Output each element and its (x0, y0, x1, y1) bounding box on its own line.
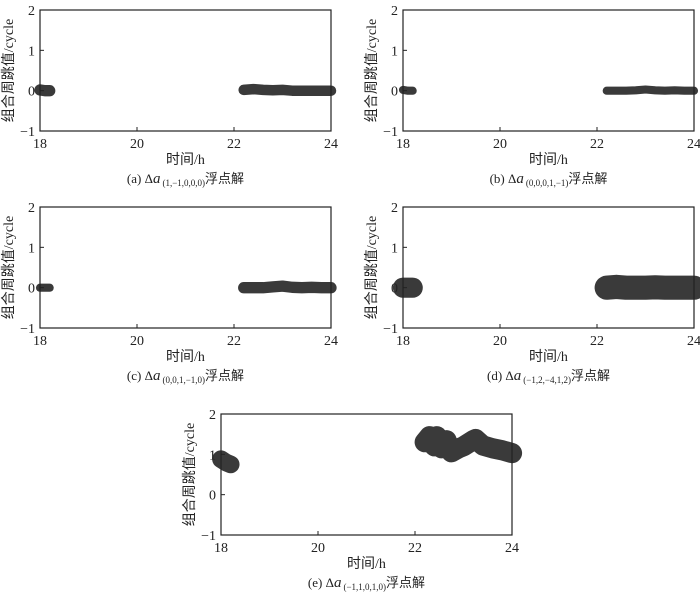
caption-suffix: 浮点解 (568, 171, 607, 186)
y-tick-label: 1 (391, 44, 398, 59)
y-tick-label: 1 (209, 448, 216, 463)
y-tick-label: 2 (28, 201, 35, 216)
caption-prefix: (b) Δ (490, 171, 517, 186)
data-series-segment-2 (594, 274, 700, 300)
x-tick-label: 24 (324, 137, 338, 152)
x-tick-label: 20 (130, 334, 144, 349)
x-tick-label: 20 (493, 137, 507, 152)
panel-a: 18 20 22 24 −1 0 1 2 时间/h 组合周跳值/cycle (a) Δa (1,−1,… (1, 4, 338, 188)
plot-frame (39, 9, 332, 132)
data-series-segment-1 (212, 450, 240, 474)
caption-prefix: (e) Δ (308, 575, 334, 590)
caption-suffix: 浮点解 (205, 368, 244, 383)
panel-c: 18 20 22 24 −1 0 1 2 时间/h 组合周跳值/cycle (c) Δa (0,0,1… (1, 201, 338, 385)
x-tick-label: 22 (408, 541, 422, 556)
caption-subscript: (0,0,1,−1,0) (162, 375, 205, 385)
panel-e: 18 20 22 24 −1 0 1 2 时间/h 组合周跳值/cycle (e) Δa (−1,1,… (182, 408, 523, 592)
caption-subscript: (−1,1,0,1,0) (343, 582, 386, 592)
caption-variable: a (334, 575, 342, 591)
subplot-caption: (a) Δa (1,−1,0,0,0)浮点解 (127, 171, 244, 188)
x-axis-label: 时间/h (529, 349, 568, 365)
x-tick-label: 20 (130, 137, 144, 152)
y-tick-label: 2 (28, 4, 35, 19)
plot-frame (39, 206, 332, 329)
y-tick-label: −1 (20, 125, 35, 140)
x-tick-label: 22 (227, 334, 241, 349)
y-tick-label: 1 (391, 241, 398, 256)
y-axis-label: 组合周跳值/cycle (1, 19, 17, 122)
plot-frame (402, 206, 695, 329)
caption-variable: a (516, 171, 524, 187)
caption-suffix: 浮点解 (571, 368, 610, 383)
caption-variable: a (153, 368, 161, 384)
y-tick-label: −1 (201, 529, 216, 544)
caption-subscript: (0,0,0,1,−1) (526, 178, 569, 188)
x-tick-label: 22 (590, 137, 604, 152)
data-series-segment-2 (602, 85, 699, 95)
panel-b: 18 20 22 24 −1 0 1 2 时间/h 组合周跳值/cycle (b) Δa (0,0,0… (364, 4, 700, 188)
y-tick-label: 2 (209, 408, 216, 423)
y-axis-label: 组合周跳值/cycle (364, 19, 380, 122)
x-tick-label: 20 (493, 334, 507, 349)
plot-frame (402, 9, 695, 132)
caption-variable: a (153, 171, 161, 187)
x-tick-label: 18 (33, 137, 47, 152)
x-tick-label: 18 (214, 541, 228, 556)
subplot-caption: (d) Δa (−1,2,−4,1,2)浮点解 (487, 368, 610, 385)
data-series-segment-2 (414, 426, 523, 464)
y-tick-label: 0 (209, 489, 216, 504)
y-tick-label: 2 (391, 4, 398, 19)
x-tick-label: 20 (311, 541, 325, 556)
caption-suffix: 浮点解 (386, 575, 425, 590)
x-tick-label: 18 (396, 137, 410, 152)
caption-variable: a (514, 368, 522, 384)
subplot-caption: (b) Δa (0,0,0,1,−1)浮点解 (490, 171, 608, 188)
y-tick-label: −1 (383, 322, 398, 337)
y-tick-label: 2 (391, 201, 398, 216)
y-tick-label: 0 (28, 85, 35, 100)
x-tick-label: 18 (396, 334, 410, 349)
x-tick-label: 24 (687, 137, 700, 152)
caption-prefix: (a) Δ (127, 171, 153, 186)
x-axis-label: 时间/h (166, 349, 205, 365)
x-tick-label: 24 (324, 334, 338, 349)
y-axis-label: 组合周跳值/cycle (364, 216, 380, 319)
caption-prefix: (d) Δ (487, 368, 514, 383)
y-tick-label: 0 (391, 282, 398, 297)
x-tick-label: 18 (33, 334, 47, 349)
y-tick-label: 1 (28, 241, 35, 256)
x-axis-label: 时间/h (347, 556, 386, 572)
data-series-segment-2 (238, 83, 337, 96)
x-tick-label: 22 (227, 137, 241, 152)
plot-frame (220, 413, 513, 536)
subplot-caption: (e) Δa (−1,1,0,1,0)浮点解 (308, 575, 425, 592)
panel-d: 18 20 22 24 −1 0 1 2 时间/h 组合周跳值/cycle (d) Δa (−1,2,… (364, 201, 700, 385)
y-axis-label: 组合周跳值/cycle (1, 216, 17, 319)
x-tick-label: 24 (505, 541, 519, 556)
caption-suffix: 浮点解 (205, 171, 244, 186)
y-tick-label: 0 (28, 282, 35, 297)
subplot-caption: (c) Δa (0,0,1,−1,0)浮点解 (127, 368, 244, 385)
caption-prefix: (c) Δ (127, 368, 153, 383)
x-axis-label: 时间/h (529, 152, 568, 168)
x-axis-label: 时间/h (166, 152, 205, 168)
x-tick-label: 24 (687, 334, 700, 349)
x-tick-label: 22 (590, 334, 604, 349)
caption-subscript: (1,−1,0,0,0) (162, 178, 205, 188)
y-axis-label: 组合周跳值/cycle (182, 423, 198, 526)
data-series-segment-2 (238, 280, 337, 294)
y-tick-label: −1 (20, 322, 35, 337)
y-tick-label: −1 (383, 125, 398, 140)
y-tick-label: 1 (28, 44, 35, 59)
caption-subscript: (−1,2,−4,1,2) (523, 375, 571, 385)
y-tick-label: 0 (391, 85, 398, 100)
